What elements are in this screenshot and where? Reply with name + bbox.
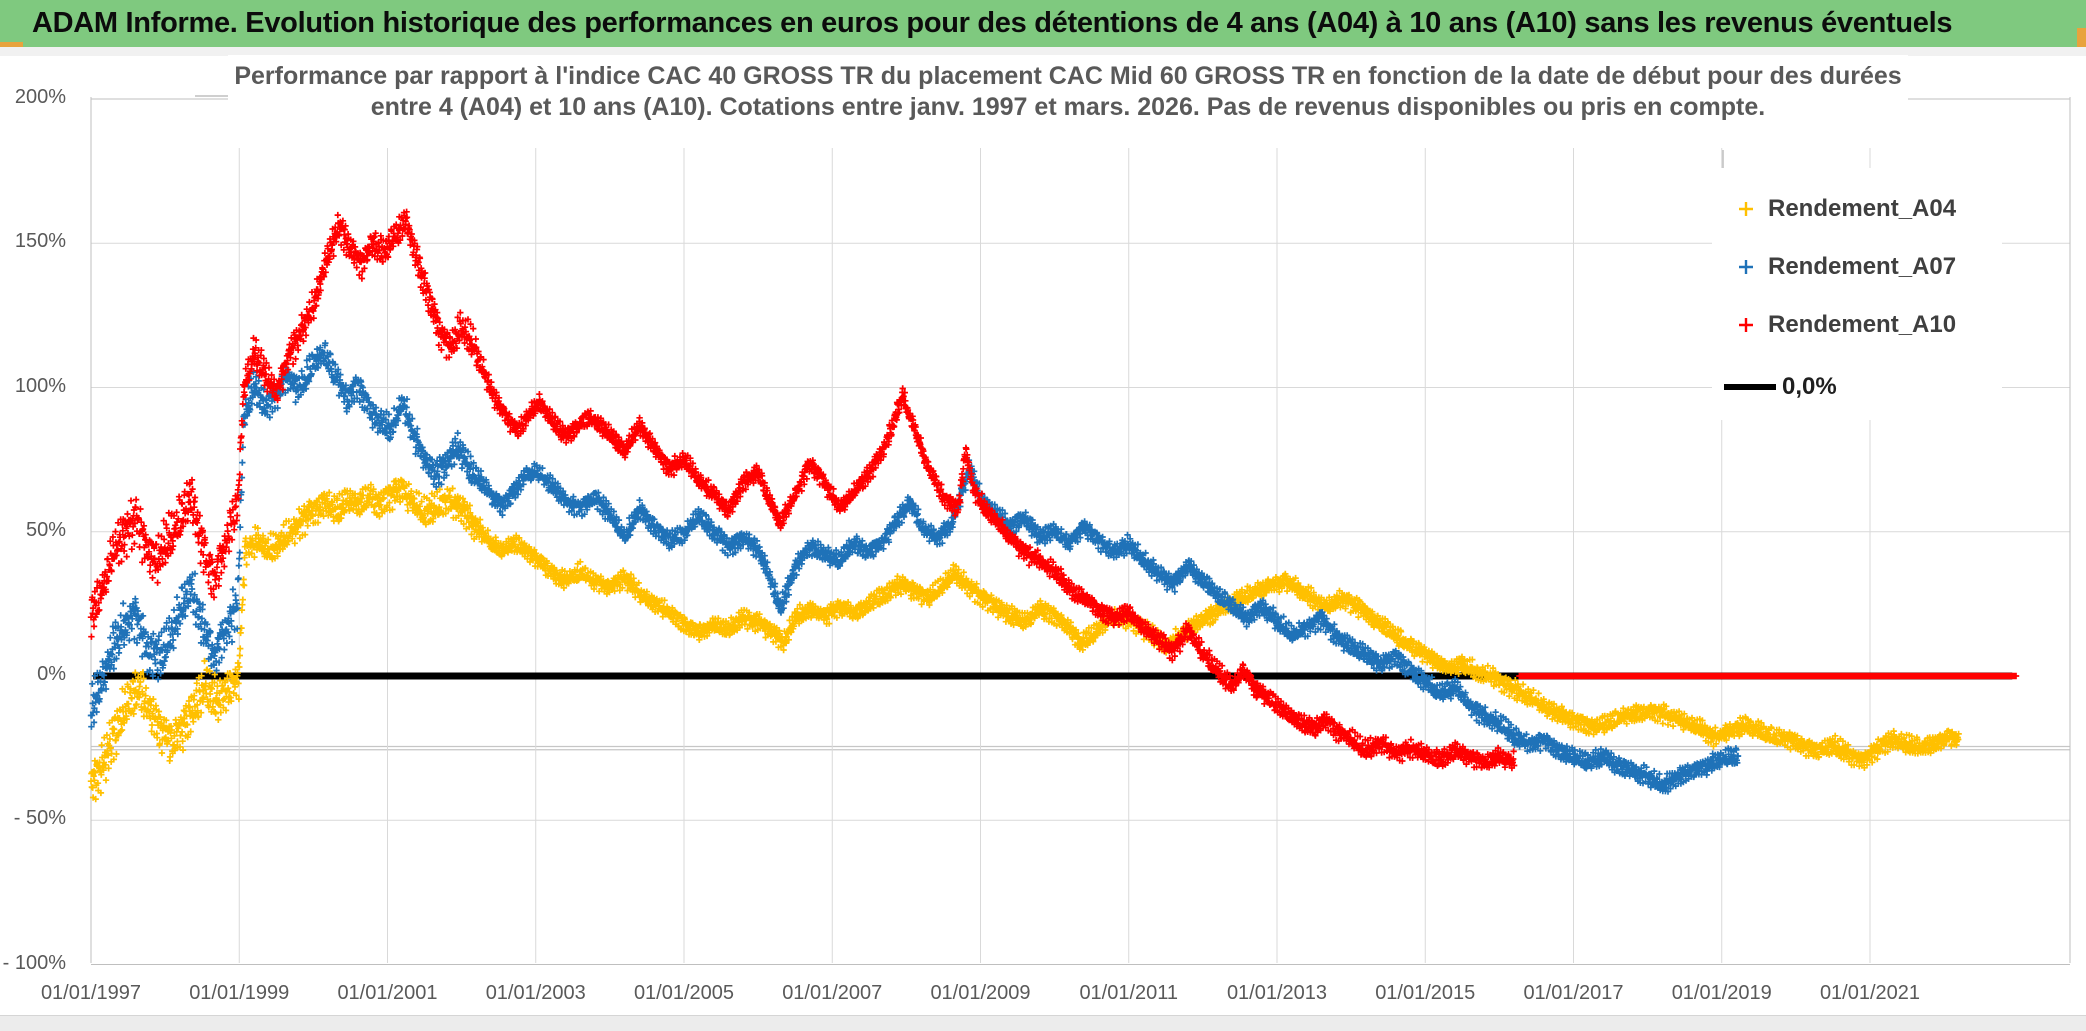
series-Rendement_A10[interactable] bbox=[87, 208, 2020, 772]
plus-marker-icon bbox=[1739, 260, 1753, 274]
legend-item-rendement-a10[interactable]: Rendement_A10 bbox=[1712, 302, 2002, 348]
legend-label: Rendement_A10 bbox=[1768, 311, 1957, 338]
title-bar: ADAM Informe. Evolution historique des p… bbox=[0, 0, 2086, 47]
header-separator bbox=[0, 47, 2086, 56]
gold-accent-top-right bbox=[2077, 28, 2086, 54]
legend-label: 0,0% bbox=[1782, 373, 1837, 400]
series-Rendement_A07[interactable] bbox=[87, 339, 1742, 795]
plus-marker-icon bbox=[1739, 202, 1753, 216]
chart-title-line2: entre 4 (A04) et 10 ans (A10). Cotations… bbox=[370, 93, 1766, 121]
bottom-window-edge bbox=[0, 1015, 2086, 1031]
chart-title[interactable]: Performance par rapport à l'indice CAC 4… bbox=[228, 55, 1908, 148]
legend-item-rendement-a04[interactable]: Rendement_A04 bbox=[1712, 186, 2002, 232]
legend-item-0-0-[interactable]: 0,0% bbox=[1712, 364, 2002, 410]
plus-marker-icon bbox=[1739, 318, 1753, 332]
legend-label: Rendement_A04 bbox=[1768, 195, 1957, 222]
legend-label: Rendement_A07 bbox=[1768, 253, 1957, 280]
series-Rendement_A04[interactable] bbox=[87, 476, 1962, 803]
legend-item-rendement-a07[interactable]: Rendement_A07 bbox=[1712, 244, 2002, 290]
line-marker-icon bbox=[1724, 384, 1776, 390]
chart-title-line1: Performance par rapport à l'indice CAC 4… bbox=[234, 62, 1902, 90]
page-title: ADAM Informe. Evolution historique des p… bbox=[32, 7, 1953, 39]
chart-legend[interactable]: Rendement_A04 Rendement_A07 Rendement_A10 0… bbox=[1712, 168, 2002, 420]
